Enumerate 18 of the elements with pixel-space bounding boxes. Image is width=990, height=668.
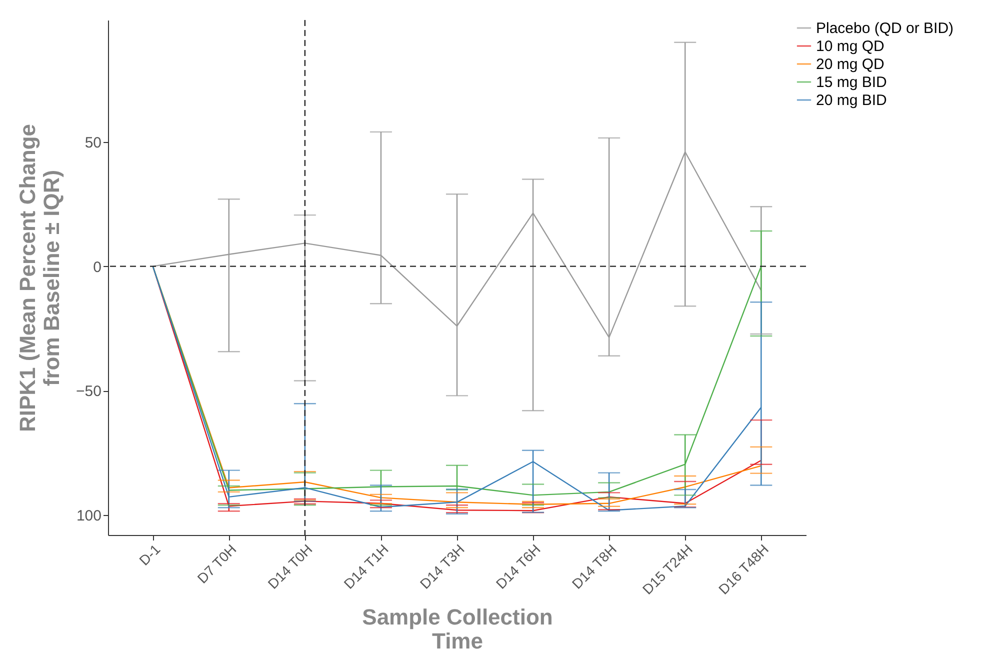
x-tick-label: D14 T1H — [340, 541, 392, 592]
x-axis-title: Sample Collection Time — [362, 604, 553, 654]
y-tick-label: 50 — [84, 134, 102, 152]
legend-label: 10 mg QD — [816, 38, 885, 55]
x-tick-label: D7 T0H — [194, 541, 240, 586]
y-tick-label: −50 — [76, 383, 102, 400]
x-tick-label: D14 T6H — [492, 541, 544, 592]
y-tick-label: 100 — [76, 508, 102, 525]
legend-label: 20 mg BID — [816, 92, 888, 109]
y-axis-title: RIPK1 (Mean Percent Change from Baseline ± IQR) — [15, 124, 64, 432]
y-tick-label: 0 — [93, 258, 102, 276]
x-tick-label: D14 T0H — [264, 541, 316, 592]
legend-label: 15 mg BID — [816, 74, 888, 91]
legend-label: 20 mg QD — [816, 56, 885, 73]
x-tick-label: D-1 — [136, 540, 164, 568]
legend-label: Placebo (QD or BID) — [816, 20, 954, 37]
x-tick-label: D14 T3H — [416, 541, 468, 592]
x-tick-label: D14 T8H — [568, 541, 620, 592]
